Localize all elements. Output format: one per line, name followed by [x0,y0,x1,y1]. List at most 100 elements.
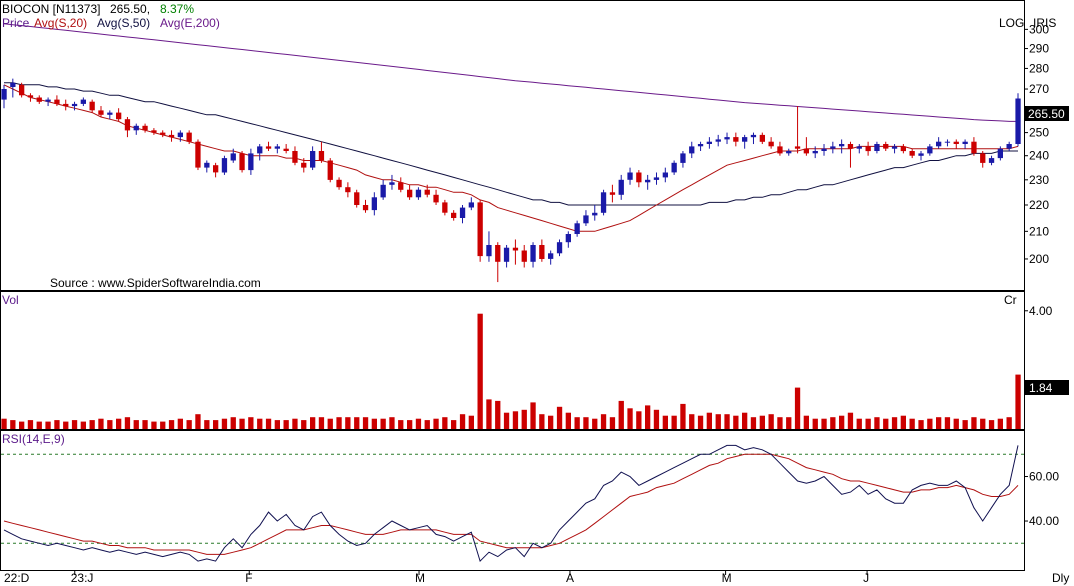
candle-body [160,132,166,135]
rsi-axis-ticks: 60.00 40.00 [1024,470,1059,528]
candle-body [653,177,660,180]
candle-body [248,153,254,171]
rsi-lines [1,444,1024,563]
volume-bar [274,420,280,429]
candle-body [724,137,730,140]
candle-body [944,141,951,143]
candle-body [689,146,695,154]
candles [1,78,1021,283]
candle-body [680,153,686,163]
volume-bar [706,412,712,429]
candle-body [539,245,545,259]
volume-bar [19,421,25,429]
candle-body [600,192,607,213]
candle-body [433,194,439,203]
volume-bar [592,418,598,429]
candle-body [592,212,598,216]
candle-body [909,151,915,156]
candle-body [424,189,430,195]
volume-bar [318,417,325,429]
candle-body [221,158,228,173]
moving-average-line [4,82,1018,206]
volume-bar [54,420,60,429]
candle-body [865,146,871,152]
avg-e200-legend: Avg(E,200) [160,16,220,30]
volume-bar [927,418,933,429]
candle-body [1015,98,1021,144]
volume-bar [891,417,898,429]
candle-body [548,253,554,259]
log-scale-button[interactable]: LOG [999,16,1024,30]
date-axis-ticks: 22:D 23:J F M A M J Dly [4,571,1069,585]
volume-bar [574,417,580,429]
candle-body [116,112,122,120]
volume-bar [177,418,183,429]
candle-body [380,184,386,198]
candle-body [54,99,60,104]
volume-bar [142,420,148,429]
iris-button[interactable]: IRIS [1033,16,1056,30]
candle-body [574,223,580,234]
candle-body [239,153,245,171]
volume-bar [239,418,245,429]
volume-bar [794,387,801,429]
volume-bar [565,412,571,429]
volume-bar [909,418,915,429]
volume-bar [944,417,951,429]
volume-bar [803,415,809,429]
rsi-tick-label: 40.00 [1029,514,1059,528]
rsi-signal-line [3,453,1019,555]
candle-body [10,82,16,87]
candle-body [1,89,7,100]
candle-body [512,247,519,251]
volume-bar [724,414,730,429]
date-tick-label: A [566,571,574,585]
volume-bar [980,418,986,429]
last-price-badge-text: 265.50 [1028,107,1065,121]
moving-average-line [3,84,1019,232]
volume-bar [89,420,95,429]
candle-body [468,202,474,208]
avg-s20-line [3,84,1019,232]
candle-body [715,139,721,142]
volume-bar [1,418,7,429]
candle-body [107,112,113,115]
candle-body [495,245,501,262]
volume-bar [971,417,977,429]
price-tick-label: 300 [1029,22,1049,36]
source-label: Source : www.SpiderSoftwareIndia.com [50,276,261,290]
candle-body [142,125,148,131]
volume-bar [371,418,377,429]
rsi-tick-label: 60.00 [1029,470,1059,484]
candle-body [803,148,809,154]
candle-body [71,103,78,107]
candle-body [988,158,995,163]
candle-body [213,165,219,173]
volume-bar [107,420,113,429]
candle-body [645,179,651,183]
candle-body [583,215,589,224]
symbol-label: BIOCON [N11373] [2,2,100,16]
volume-bar [936,417,942,429]
volume-bars [1,313,1021,429]
candle-body [556,242,563,254]
candle-body [345,187,351,193]
candle-body [794,146,801,149]
volume-bar [151,421,157,429]
volume-bar [116,418,122,429]
candle-body [953,141,959,144]
candle-body [389,182,395,185]
candle-body [19,84,25,96]
volume-bar [883,418,889,429]
candle-body [362,205,369,211]
last-price-label: 265.50, [110,2,150,16]
volume-bar [539,414,545,429]
candle-body [706,141,712,144]
price-tick-label: 230 [1029,173,1049,187]
candle-body [742,137,748,142]
candle-body [327,160,333,180]
volume-tick-label: 4.00 [1029,304,1053,318]
candle-body [310,151,316,168]
price-axis-ticks: 200210220230240250260270280290300 [1024,22,1049,266]
